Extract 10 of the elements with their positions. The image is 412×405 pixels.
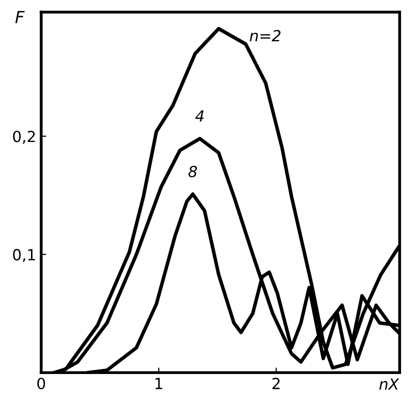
x-tick-label: 1 — [156, 378, 162, 390]
x-tick-label: 0 — [37, 378, 46, 390]
series-label: 8 — [188, 166, 197, 178]
series-label: 4 — [195, 110, 204, 122]
y-tick-label: 0,2 — [13, 130, 35, 144]
y-tick-label: 0,1 — [13, 248, 35, 262]
y-axis-title: F — [15, 10, 25, 24]
series-label: n=2 — [250, 30, 280, 42]
x-tick-label: 2 — [272, 378, 280, 390]
x-axis-title: nX — [379, 378, 400, 390]
